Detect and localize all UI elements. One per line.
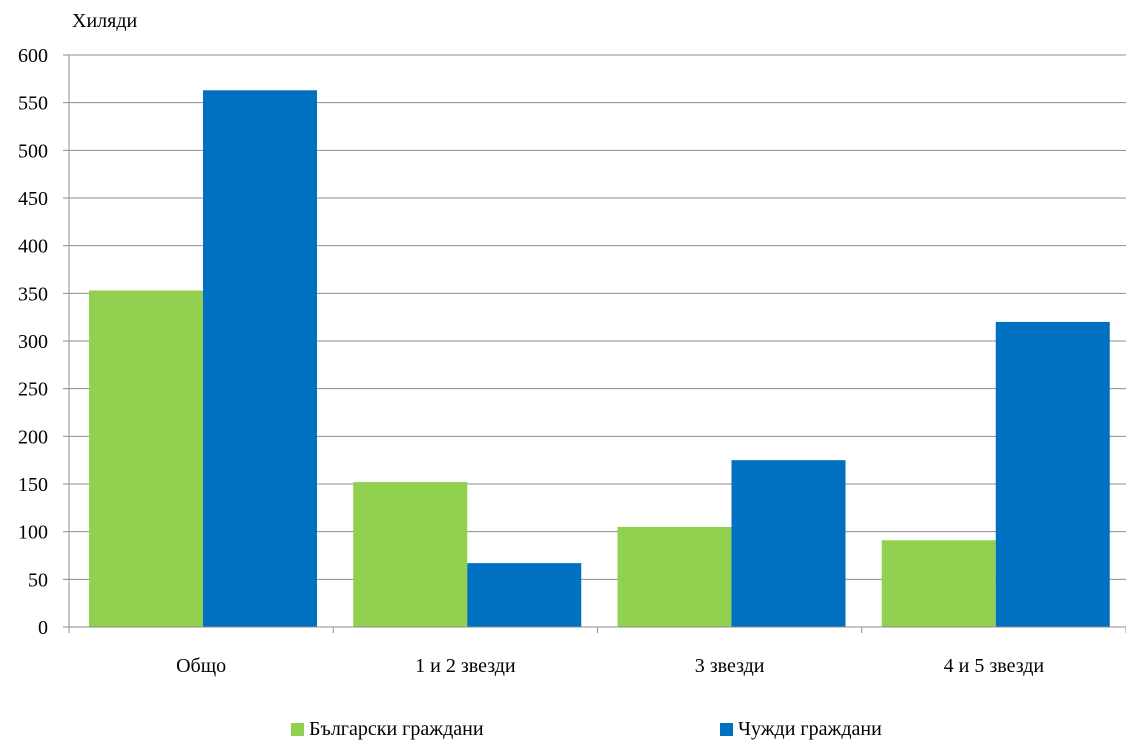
y-tick-label: 500 <box>18 140 48 162</box>
y-tick-label: 400 <box>18 236 48 258</box>
legend-swatch-foreign <box>720 723 733 736</box>
legend-item-bulgarian: Български граждани <box>291 718 484 741</box>
x-tick-label: Общо <box>176 655 226 677</box>
bar <box>618 527 732 627</box>
y-tick-label: 0 <box>38 617 48 639</box>
legend-item-foreign: Чужди граждани <box>720 718 882 741</box>
x-tick-label: 3 звезди <box>695 655 765 677</box>
x-tick-label: 1 и 2 звезди <box>415 655 516 677</box>
legend-label-bulgarian: Български граждани <box>309 718 484 741</box>
y-tick-label: 200 <box>18 426 48 448</box>
y-tick-label: 550 <box>18 93 48 115</box>
y-tick-label: 450 <box>18 188 48 210</box>
bar <box>203 90 317 627</box>
y-tick-label: 50 <box>28 569 48 591</box>
legend-label-foreign: Чужди граждани <box>738 718 882 741</box>
x-tick-label: 4 и 5 звезди <box>944 655 1045 677</box>
legend: Български граждани Чужди граждани <box>0 714 1126 742</box>
bar <box>467 563 581 627</box>
y-tick-label: 300 <box>18 331 48 353</box>
y-tick-label: 150 <box>18 474 48 496</box>
y-tick-label: 350 <box>18 283 48 305</box>
bar <box>89 290 203 627</box>
bar <box>732 460 846 627</box>
y-tick-label: 100 <box>18 522 48 544</box>
y-tick-label: 250 <box>18 379 48 401</box>
bar <box>353 482 467 627</box>
legend-swatch-bulgarian <box>291 723 304 736</box>
bar <box>882 540 996 627</box>
y-tick-label: 600 <box>18 45 48 67</box>
bar <box>996 322 1110 627</box>
